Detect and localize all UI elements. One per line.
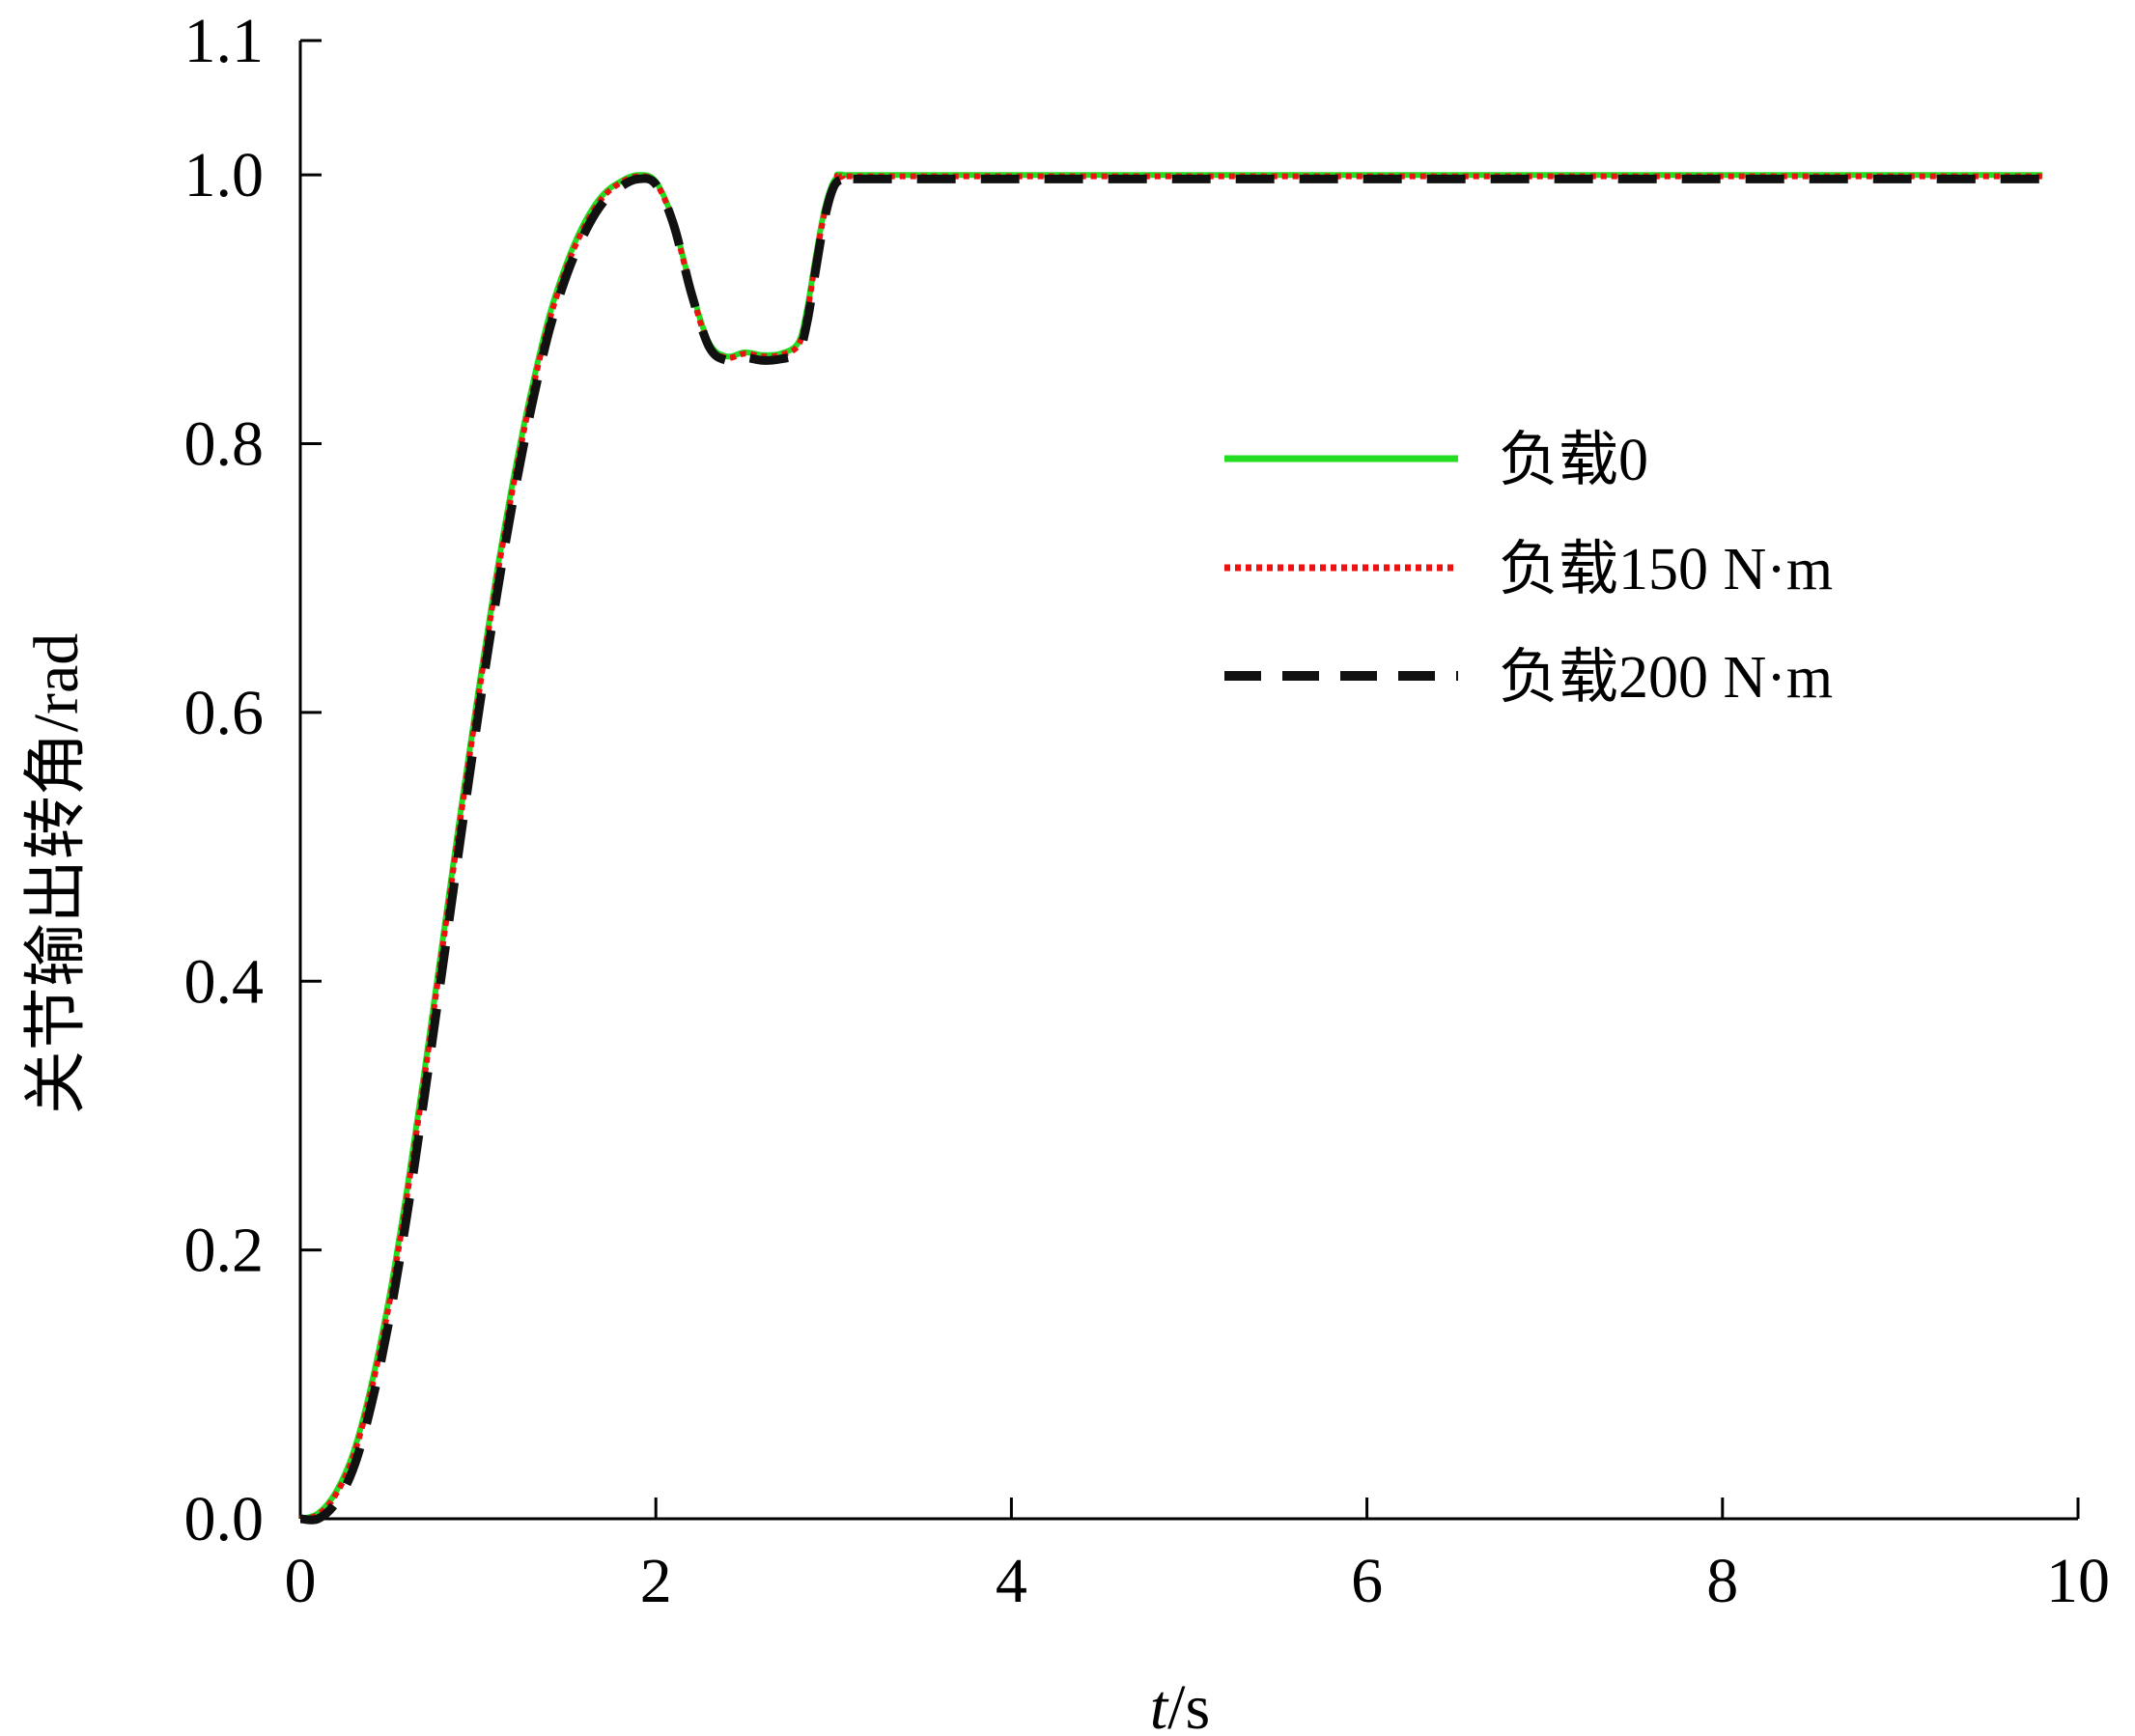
legend: 负载0 负载150 N·m 负载200 N·m: [1224, 428, 1833, 711]
series-line-1: [299, 172, 2043, 1522]
y-tick-label: 0.2: [184, 1216, 265, 1286]
x-axis-title-variable: t: [1150, 1672, 1169, 1736]
legend-label-0: 负载0: [1499, 428, 1648, 493]
x-axis-title-unit: /s: [1167, 1672, 1210, 1736]
x-tick-label: 2: [640, 1546, 672, 1616]
axes: [298, 41, 2078, 1521]
y-tick-label: 0.4: [184, 946, 265, 1017]
x-tick-label: 4: [996, 1546, 1027, 1616]
x-axis-title: t/s: [1150, 1672, 1210, 1736]
y-axis-title: 关节输出转角/rad: [21, 633, 92, 1115]
y-tick-label: 1.0: [184, 140, 265, 210]
x-tick-label: 6: [1351, 1546, 1383, 1616]
x-tick-label: 8: [1706, 1546, 1738, 1616]
x-ticks: 0 2 4 6 8 10: [285, 1498, 2110, 1616]
y-tick-label: 0.0: [184, 1484, 265, 1554]
legend-label-2: 负载200 N·m: [1499, 645, 1833, 711]
x-tick-label: 0: [285, 1546, 317, 1616]
series-line-2: [299, 174, 2043, 1525]
legend-label-1: 负载150 N·m: [1499, 537, 1833, 602]
y-tick-label: 0.6: [184, 678, 265, 748]
y-tick-label: 1.1: [184, 6, 265, 76]
x-tick-label: 10: [2046, 1546, 2110, 1616]
y-ticks: 0.0 0.2 0.4 0.6 0.8 1.0 1.1: [184, 6, 322, 1554]
series-line-0: [299, 171, 2043, 1522]
y-tick-label: 0.8: [184, 409, 265, 480]
series-layer: [299, 171, 2043, 1525]
